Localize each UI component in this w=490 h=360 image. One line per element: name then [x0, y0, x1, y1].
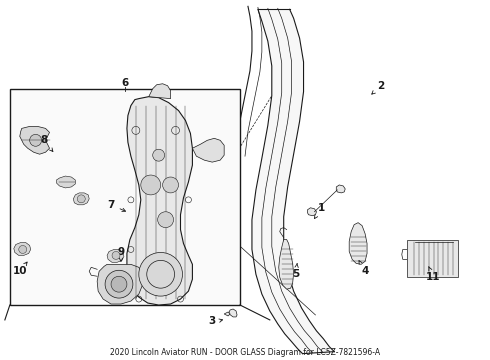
Text: 11: 11: [426, 267, 441, 282]
Circle shape: [112, 251, 120, 260]
Text: 2: 2: [372, 81, 385, 94]
Polygon shape: [308, 208, 317, 216]
Polygon shape: [224, 312, 230, 316]
Polygon shape: [14, 243, 31, 255]
Polygon shape: [74, 193, 89, 205]
Circle shape: [19, 246, 26, 253]
Bar: [407, 239, 458, 277]
Polygon shape: [56, 176, 75, 188]
Circle shape: [158, 212, 173, 228]
Circle shape: [141, 175, 161, 195]
Polygon shape: [107, 249, 124, 262]
Polygon shape: [279, 239, 294, 289]
Circle shape: [153, 149, 165, 161]
Circle shape: [139, 252, 182, 296]
Text: 6: 6: [122, 78, 128, 88]
Circle shape: [30, 134, 42, 146]
Circle shape: [163, 177, 178, 193]
Polygon shape: [349, 223, 367, 264]
Polygon shape: [193, 138, 224, 162]
Text: 4: 4: [359, 261, 369, 276]
Text: 2020 Lincoln Aviator RUN - DOOR GLASS Diagram for LC5Z-7821596-A: 2020 Lincoln Aviator RUN - DOOR GLASS Di…: [110, 348, 380, 357]
Text: 10: 10: [13, 262, 27, 276]
Circle shape: [77, 195, 85, 203]
Polygon shape: [252, 9, 334, 354]
Text: 9: 9: [118, 247, 124, 261]
Bar: [10, 89, 240, 305]
Polygon shape: [127, 96, 193, 305]
Text: 5: 5: [292, 264, 299, 279]
Polygon shape: [97, 264, 143, 304]
Text: 8: 8: [40, 135, 53, 152]
Text: 3: 3: [208, 316, 215, 326]
Circle shape: [105, 270, 133, 298]
Text: 7: 7: [107, 200, 125, 211]
Text: 1: 1: [315, 203, 325, 219]
Circle shape: [111, 276, 127, 292]
Polygon shape: [229, 309, 237, 317]
Polygon shape: [336, 185, 345, 193]
Polygon shape: [20, 126, 49, 154]
Polygon shape: [149, 84, 171, 99]
